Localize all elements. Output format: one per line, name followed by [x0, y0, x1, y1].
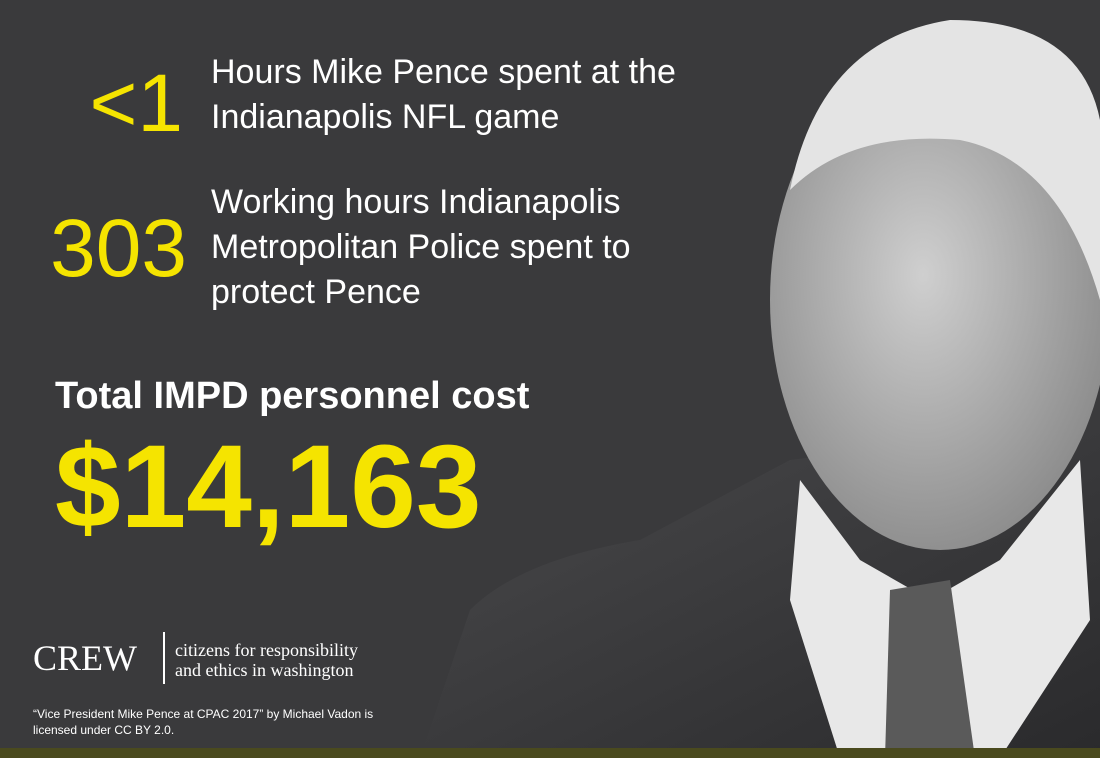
logo-name: CREW — [33, 638, 137, 678]
total-amount: $14,163 — [55, 421, 482, 553]
stat-line: Metropolitan Police spent to — [211, 228, 631, 266]
credit-line: licensed under CC BY 2.0. — [33, 723, 174, 737]
crew-logo: CREW citizens for responsibility and eth… — [33, 632, 358, 684]
stat-numbers: <1 303 — [50, 58, 187, 294]
stat-line: Indianapolis NFL game — [211, 98, 559, 136]
photo-credit: “Vice President Mike Pence at CPAC 2017”… — [33, 707, 373, 737]
stat-number: <1 — [90, 58, 184, 149]
stat-line: Working hours Indianapolis — [211, 183, 621, 221]
portrait-photo — [420, 20, 1100, 758]
logo-line: and ethics in washington — [175, 660, 353, 680]
bottom-strip — [0, 748, 1100, 758]
logo-line: citizens for responsibility — [175, 640, 358, 660]
stat-number: 303 — [50, 203, 187, 294]
credit-line: “Vice President Mike Pence at CPAC 2017”… — [33, 707, 373, 721]
stat-descriptions: Hours Mike Pence spent at the Indianapol… — [211, 53, 676, 311]
total-label: Total IMPD personnel cost — [55, 375, 530, 417]
stat-line: Hours Mike Pence spent at the — [211, 53, 676, 91]
stat-line: protect Pence — [211, 273, 421, 311]
